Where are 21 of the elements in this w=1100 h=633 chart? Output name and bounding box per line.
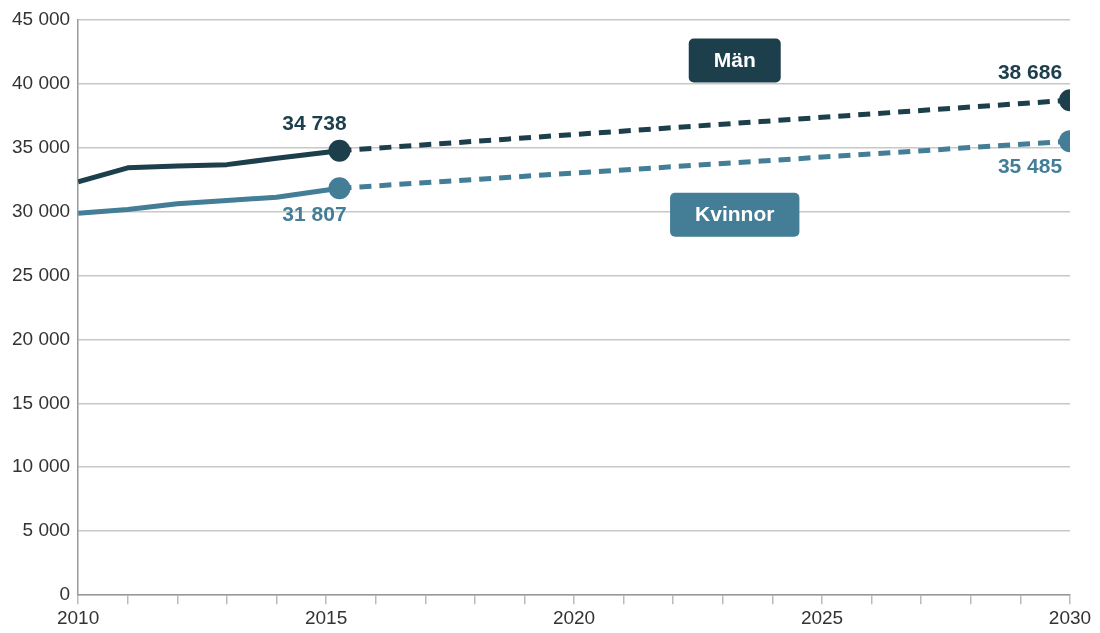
data-label: 31 807	[282, 201, 347, 225]
x-tick-label: 2025	[800, 606, 844, 628]
x-tick-label: 2015	[304, 606, 348, 628]
text: Kvinnor	[695, 202, 775, 226]
y-tick-label: 10 000	[11, 455, 71, 477]
y-tick-label: 15 000	[11, 391, 71, 413]
data-label: 35 485	[997, 154, 1063, 178]
y-tick-label: 0	[59, 583, 71, 605]
x-tick-label: 2010	[56, 606, 100, 628]
y-tick-label: 5 000	[22, 519, 71, 541]
y-tick-label: 25 000	[11, 263, 71, 285]
y-tick-label: 35 000	[11, 135, 71, 157]
y-tick-label: 30 000	[11, 199, 71, 221]
x-tick-label: 2030	[1048, 606, 1092, 628]
y-tick-label: 40 000	[11, 71, 71, 93]
y-tick-label: 45 000	[11, 7, 71, 29]
y-tick-label: 20 000	[11, 327, 71, 349]
x-tick-label: 2020	[552, 606, 596, 628]
data-label: 38 686	[997, 60, 1063, 84]
data-label: 34 738	[282, 111, 347, 134]
text: Män	[713, 48, 756, 72]
